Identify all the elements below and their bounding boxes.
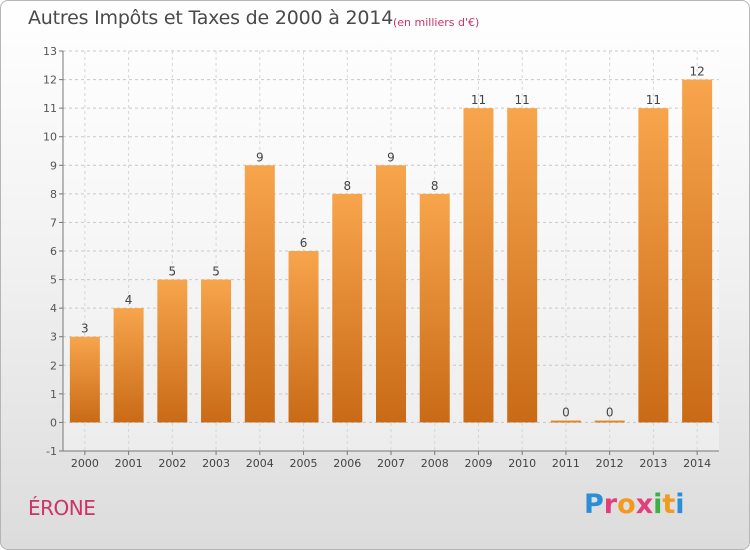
bar bbox=[463, 108, 494, 423]
bar bbox=[288, 251, 319, 423]
bar bbox=[69, 336, 100, 423]
bar-value-label: 6 bbox=[300, 236, 308, 250]
bar bbox=[376, 165, 406, 423]
y-tick-label: -1 bbox=[46, 445, 57, 458]
bar bbox=[244, 165, 275, 423]
y-tick-label: 6 bbox=[50, 245, 57, 258]
bar bbox=[682, 79, 713, 423]
x-tick-label: 2006 bbox=[333, 457, 361, 470]
y-tick-label: 12 bbox=[43, 74, 57, 87]
bar-value-label: 11 bbox=[646, 93, 661, 107]
y-tick-label: 5 bbox=[50, 274, 57, 287]
y-tick-label: 3 bbox=[50, 331, 57, 344]
x-tick-label: 2003 bbox=[202, 457, 230, 470]
bar-value-label: 9 bbox=[256, 150, 264, 164]
bar bbox=[332, 193, 363, 423]
y-tick-label: 7 bbox=[50, 216, 57, 229]
x-tick-label: 2001 bbox=[115, 457, 143, 470]
bar bbox=[507, 108, 538, 423]
x-tick-label: 2000 bbox=[71, 457, 99, 470]
bar-value-label: 0 bbox=[606, 405, 614, 419]
x-tick-label: 2011 bbox=[552, 457, 580, 470]
x-tick-label: 2009 bbox=[464, 457, 492, 470]
logo-letter: x bbox=[635, 489, 654, 520]
bar bbox=[638, 108, 669, 423]
logo-letter: t bbox=[662, 489, 676, 520]
x-tick-label: 2005 bbox=[290, 457, 318, 470]
bar bbox=[201, 279, 232, 423]
chart-title: Autres Impôts et Taxes de 2000 à 2014 bbox=[28, 7, 394, 29]
logo-letter: r bbox=[603, 489, 618, 520]
x-tick-label: 2014 bbox=[683, 457, 711, 470]
bar-value-label: 3 bbox=[81, 322, 89, 336]
bar bbox=[113, 308, 144, 423]
logo-letter: o bbox=[617, 489, 636, 520]
y-tick-label: 11 bbox=[43, 102, 57, 115]
bar-value-label: 4 bbox=[125, 293, 133, 307]
y-tick-label: 1 bbox=[50, 388, 57, 401]
logo-letter: i bbox=[675, 489, 685, 520]
logo-letter: i bbox=[653, 489, 663, 520]
y-tick-label: 4 bbox=[50, 302, 57, 315]
bar bbox=[594, 420, 625, 423]
x-tick-label: 2012 bbox=[596, 457, 624, 470]
y-tick-label: 8 bbox=[50, 188, 57, 201]
x-tick-label: 2010 bbox=[508, 457, 536, 470]
y-tick-label: 0 bbox=[50, 416, 57, 429]
x-tick-label: 2013 bbox=[639, 457, 667, 470]
y-tick-label: 2 bbox=[50, 359, 57, 372]
bar-value-label: 12 bbox=[689, 65, 704, 79]
x-tick-label: 2002 bbox=[158, 457, 186, 470]
bar-value-label: 0 bbox=[562, 405, 570, 419]
bar bbox=[419, 193, 450, 423]
y-tick-label: 13 bbox=[43, 45, 57, 58]
y-tick-label: 9 bbox=[50, 159, 57, 172]
bar-value-label: 11 bbox=[471, 93, 486, 107]
bar-value-label: 8 bbox=[343, 179, 351, 193]
proxiti-logo: Proxiti bbox=[584, 489, 685, 520]
bar-value-label: 11 bbox=[515, 93, 530, 107]
bar bbox=[157, 279, 188, 423]
x-tick-label: 2007 bbox=[377, 457, 405, 470]
bar bbox=[550, 420, 581, 423]
logo-letter: P bbox=[584, 489, 604, 520]
location-name: ÉRONE bbox=[28, 496, 96, 520]
x-tick-label: 2004 bbox=[246, 457, 274, 470]
chart-subtitle: (en milliers d'€) bbox=[393, 16, 480, 29]
bar-value-label: 5 bbox=[169, 265, 177, 279]
x-tick-label: 2008 bbox=[421, 457, 449, 470]
bar-value-label: 9 bbox=[387, 150, 395, 164]
bar-value-label: 8 bbox=[431, 179, 439, 193]
bar-value-label: 5 bbox=[212, 265, 220, 279]
y-tick-label: 10 bbox=[43, 131, 57, 144]
